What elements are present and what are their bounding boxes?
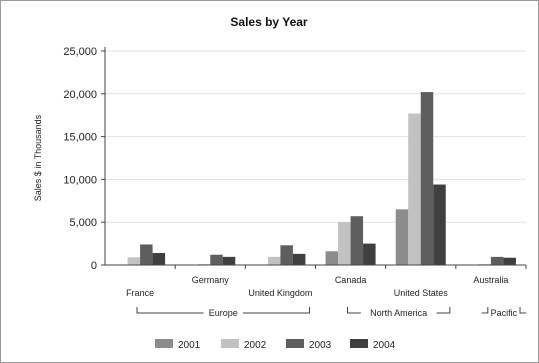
category-label: Australia (473, 275, 508, 285)
group-label: North America (370, 308, 427, 318)
bar-united-states-2002 (408, 113, 421, 265)
bar-united-kingdom-2002 (267, 256, 281, 265)
y-tick-label: 10,000 (63, 174, 97, 186)
bar-canada-2002 (338, 222, 351, 265)
bar-canada-2004 (363, 243, 376, 265)
bar-united-states-2003 (420, 92, 434, 265)
legend-label: 2002 (244, 340, 267, 351)
bar-united-states-2001 (395, 209, 409, 265)
bar-australia-2003 (490, 256, 504, 265)
bar-france-2004 (152, 253, 166, 265)
group-bracket (481, 307, 527, 314)
y-axis-label: Sales $ in Thousands (33, 114, 43, 201)
y-tick-label: 25,000 (63, 46, 97, 58)
legend-swatch-2003 (286, 339, 304, 348)
category-label: France (126, 288, 154, 298)
legend-swatch-2004 (350, 339, 368, 348)
bars (127, 92, 516, 265)
bar-united-kingdom-2003 (280, 245, 293, 265)
group-label: Pacific (491, 308, 518, 318)
group-label: Europe (209, 308, 238, 318)
legend-swatch-2001 (155, 339, 173, 348)
category-label: Canada (335, 275, 367, 285)
bar-australia-2004 (503, 257, 516, 265)
legend-swatch-2002 (221, 339, 239, 348)
y-tick-label: 5,000 (69, 217, 97, 229)
group-bracket (347, 307, 451, 314)
legend-label: 2001 (178, 340, 201, 351)
category-label: United States (394, 288, 449, 298)
bar-canada-2001 (325, 251, 339, 265)
category-labels: France Germany United Kingdom Canada United … (126, 275, 527, 318)
legend-label: 2004 (373, 340, 396, 351)
y-tick-label: 15,000 (63, 132, 97, 144)
category-label: Germany (192, 275, 230, 285)
legend-label: 2003 (309, 340, 332, 351)
bar-france-2002 (127, 257, 141, 265)
bar-germany-2004 (222, 256, 236, 265)
axes: 0 5,000 10,000 15,000 20,000 25,000 (63, 46, 527, 272)
bar-germany-2003 (210, 254, 223, 265)
category-label: United Kingdom (248, 288, 312, 298)
bar-united-kingdom-2004 (292, 253, 306, 265)
legend: 2001 2002 2003 2004 (155, 339, 396, 351)
y-tick-label: 20,000 (63, 89, 97, 101)
bar-canada-2003 (350, 216, 364, 265)
group-bracket (136, 307, 310, 314)
chart-title: Sales by Year (230, 15, 308, 29)
y-tick-label: 0 (91, 260, 97, 272)
grid-lines (105, 50, 526, 223)
bar-united-states-2004 (433, 184, 446, 265)
bar-france-2003 (140, 244, 153, 265)
